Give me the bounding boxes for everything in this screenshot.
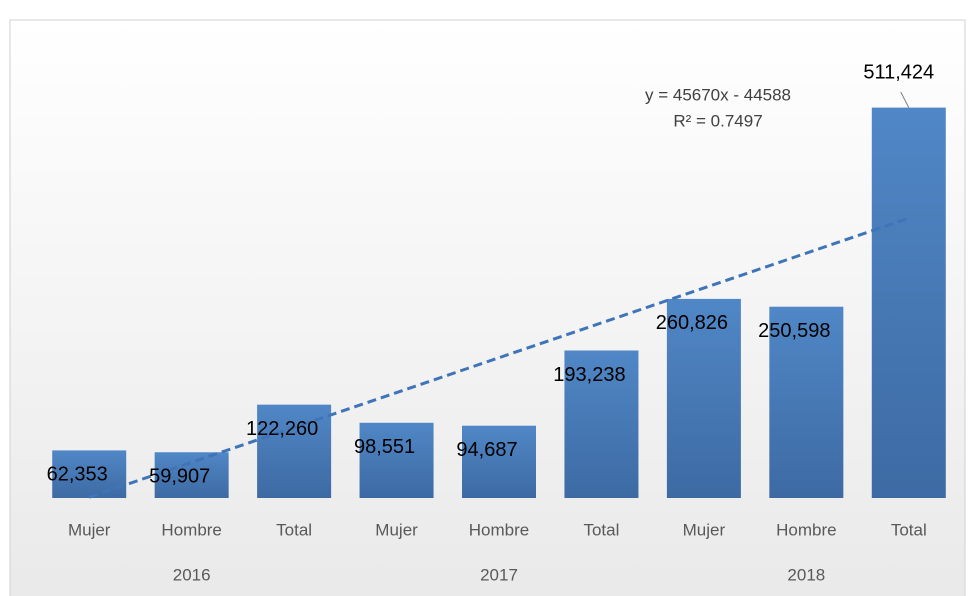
- group-label: 2017: [480, 565, 518, 584]
- value-label: 94,687: [456, 439, 517, 461]
- x-tick-label: Mujer: [683, 520, 726, 539]
- x-tick-label: Hombre: [161, 520, 221, 539]
- x-tick-label: Hombre: [776, 520, 836, 539]
- group-label: 2018: [787, 565, 825, 584]
- x-tick-label: Total: [891, 520, 927, 539]
- value-label: 260,826: [656, 312, 728, 334]
- value-label: 122,260: [246, 418, 318, 440]
- x-tick-label: Mujer: [68, 520, 111, 539]
- trend-equation: y = 45670x - 44588: [645, 85, 791, 104]
- bar: [462, 425, 536, 498]
- x-tick-label: Total: [276, 520, 312, 539]
- value-label: 511,424: [863, 61, 934, 83]
- value-label: 193,238: [553, 364, 625, 386]
- group-label: 2016: [173, 565, 211, 584]
- trend-r2: R² = 0.7497: [673, 111, 762, 130]
- bar: [52, 450, 127, 498]
- trendline: [88, 216, 910, 499]
- leader-line: [900, 91, 910, 108]
- bar: [564, 350, 639, 498]
- value-label: 59,907: [149, 466, 210, 488]
- x-tick-label: Hombre: [469, 520, 529, 539]
- bar: [359, 422, 434, 498]
- x-tick-label: Total: [583, 520, 619, 539]
- bar: [154, 452, 229, 498]
- bar: [871, 107, 946, 499]
- value-label: 98,551: [354, 436, 415, 458]
- value-label: 62,353: [47, 464, 108, 486]
- bar: [769, 306, 844, 498]
- value-label: 250,598: [758, 320, 830, 342]
- bar: [666, 298, 741, 498]
- x-tick-label: Mujer: [375, 520, 418, 539]
